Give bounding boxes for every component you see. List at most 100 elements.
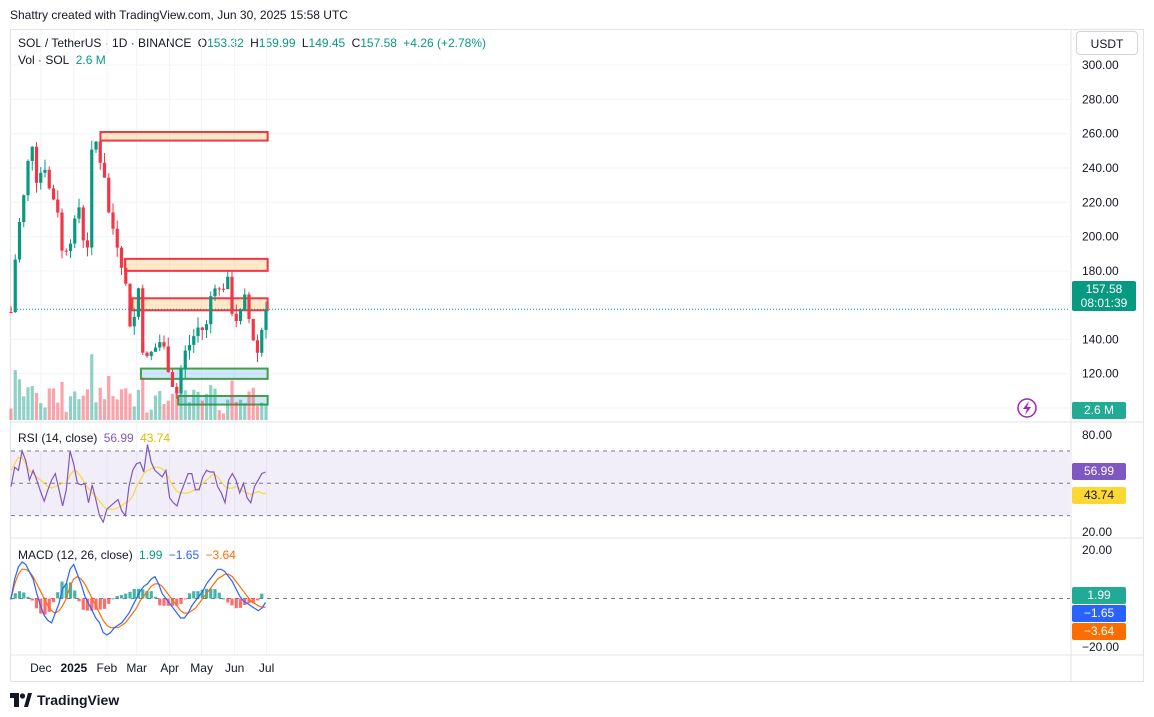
candle-body — [196, 327, 200, 337]
macd-tick-label: −20.00 — [1082, 640, 1119, 654]
macd-hist-bar — [226, 598, 230, 603]
candle-body — [128, 283, 132, 327]
price-tick-label: 140.00 — [1082, 332, 1119, 346]
candle-body — [56, 199, 60, 213]
volume-bar — [166, 400, 170, 420]
candle-body — [64, 250, 68, 252]
macd-legend: MACD (12, 26, close) 1.99 −1.65 −3.64 — [18, 548, 239, 562]
volume-bar — [234, 401, 238, 420]
volume-bar — [64, 411, 68, 420]
volume-bar — [17, 379, 22, 420]
currency-button[interactable]: USDT — [1076, 31, 1138, 55]
macd-hist-bar — [221, 598, 226, 600]
volume-bar — [51, 388, 56, 420]
candle-body — [119, 247, 124, 268]
candle-body — [68, 243, 73, 251]
macd-hist-bar — [102, 598, 107, 609]
candle-body — [179, 369, 183, 394]
macd-hist-bar — [162, 598, 166, 606]
volume-bar — [141, 377, 145, 420]
macd-hist-bar — [158, 598, 162, 606]
time-tick-label: Apr — [160, 661, 179, 675]
volume-bar — [107, 375, 111, 420]
volume-bar — [132, 406, 136, 420]
time-tick-label: Jun — [225, 661, 244, 675]
candle-body — [115, 228, 119, 248]
time-tick-label: May — [190, 661, 213, 675]
support-zone — [139, 367, 269, 380]
candle-body — [81, 207, 85, 241]
candle-body — [153, 347, 158, 352]
rsi-badge: 56.99 — [1072, 463, 1126, 480]
price-tick-label: 120.00 — [1082, 367, 1119, 381]
candle-body — [39, 172, 43, 183]
candle-body — [221, 288, 226, 290]
price-legend: SOL / TetherUS · 1D · BINANCE O153.32 H1… — [18, 36, 489, 50]
macd-hist-bar — [94, 598, 98, 610]
volume-bar — [115, 399, 119, 420]
volume-bar — [22, 396, 26, 420]
candle-body — [170, 372, 175, 387]
change-value: +4.26 (+2.78%) — [403, 36, 487, 50]
candle-body — [230, 276, 234, 314]
candle-body — [22, 195, 26, 223]
tradingview-brand: TradingView — [37, 692, 120, 708]
candle-body — [13, 259, 17, 313]
rsi-label[interactable]: RSI (14, close) — [18, 431, 98, 445]
candle-body — [107, 177, 111, 213]
volume-bar — [179, 383, 183, 420]
volume-bar — [90, 354, 94, 420]
volume-bar — [119, 389, 124, 420]
macd-line-value: −1.65 — [168, 548, 200, 562]
macd-hist-bar — [13, 593, 17, 599]
macd-hist-bar — [145, 591, 149, 599]
last-price-value: 157.58 — [1085, 282, 1123, 296]
volume-bar — [175, 391, 179, 420]
macd-hist-bar — [247, 598, 251, 604]
candle-body — [183, 350, 187, 370]
candle-body — [9, 312, 13, 313]
volume-bar — [192, 389, 196, 420]
macd-hist-bar — [251, 598, 255, 604]
rsi-ma-value: 43.74 — [140, 431, 171, 445]
macd-label[interactable]: MACD (12, 26, close) — [18, 548, 133, 562]
volume-bar — [81, 395, 85, 420]
macd-hist-bar — [43, 598, 47, 615]
macd-hist-bar — [175, 598, 179, 606]
volume-bar — [9, 408, 13, 420]
low-label: L — [301, 36, 309, 50]
macd-hist-bar — [213, 589, 217, 599]
macd-hist-bar — [107, 598, 111, 604]
macd-hist-badge: 1.99 — [1072, 587, 1126, 604]
candle-body — [26, 160, 30, 196]
time-tick-label: Feb — [97, 661, 118, 675]
volume-bar — [204, 394, 209, 420]
volume-bar — [243, 403, 247, 420]
candle-body — [77, 207, 81, 219]
macd-hist-bar — [183, 598, 187, 600]
volume-bar — [47, 388, 51, 420]
volume-label[interactable]: Vol · SOL — [18, 53, 70, 67]
macd-hist-bar — [170, 598, 175, 606]
volume-bar — [34, 392, 39, 420]
candle-body — [34, 146, 39, 183]
candle-body — [141, 288, 145, 353]
last-price-badge: 157.58 08:01:39 — [1072, 281, 1136, 311]
macd-hist-bar — [34, 598, 39, 609]
volume-bar — [209, 385, 213, 420]
rsi-ma-badge: 43.74 — [1072, 487, 1126, 504]
rsi-line — [10, 444, 266, 524]
volume-bar — [247, 391, 251, 420]
macd-hist-bar — [47, 598, 51, 612]
volume-bar — [85, 389, 90, 420]
symbol-label[interactable]: SOL / TetherUS · 1D · BINANCE — [18, 36, 192, 50]
volume-bar — [56, 402, 60, 420]
tradingview-logo[interactable]: TradingView — [10, 692, 119, 708]
lightning-icon — [1017, 398, 1037, 418]
macd-hist-bar — [153, 596, 158, 599]
volume-bar — [213, 388, 217, 420]
macd-hist-bar — [22, 592, 26, 599]
volume-bar — [13, 370, 17, 420]
candle-body — [158, 342, 162, 348]
